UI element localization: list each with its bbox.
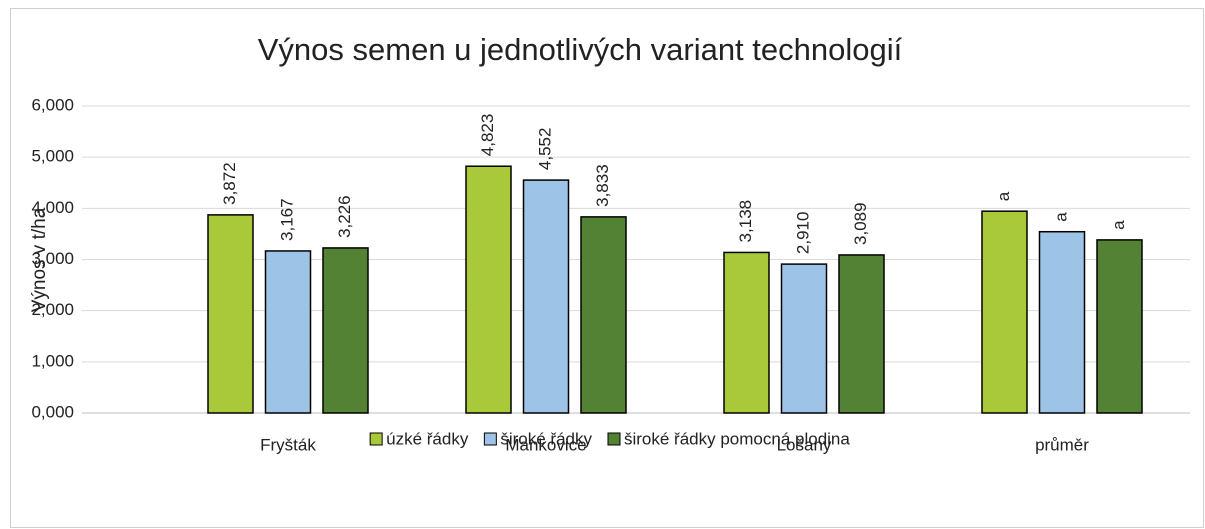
bar (981, 210, 1028, 414)
y-tick-label: 5,000 (31, 147, 74, 166)
data-label: a (1109, 220, 1128, 230)
data-label: 3,833 (593, 164, 612, 207)
y-tick-label: 3,000 (31, 249, 74, 268)
x-tick-label: Mankovice (505, 435, 586, 454)
data-label: a (1051, 212, 1070, 222)
legend-swatch (369, 432, 383, 446)
legend-label: úzké řádky (386, 429, 469, 448)
legend-swatch (607, 432, 621, 446)
chart-title: Výnos semen u jednotlivých variant techn… (258, 32, 903, 67)
x-tick-label: Lošany (777, 435, 832, 454)
y-axis-title: Výnos v t/ha (29, 207, 50, 312)
bar (322, 247, 369, 414)
data-label: 3,138 (736, 200, 755, 243)
data-label: 2,910 (793, 212, 812, 255)
bar (838, 254, 885, 414)
bar (780, 263, 828, 414)
legend-label: široké řádky (500, 429, 592, 448)
y-tick-label: 4,000 (31, 198, 74, 217)
bar (522, 179, 570, 414)
y-tick-label: 0,000 (31, 402, 74, 421)
bar (1038, 230, 1086, 414)
legend-label: široké řádky pomocná plodina (624, 429, 850, 448)
data-label: 3,226 (335, 195, 354, 238)
data-label: 4,552 (535, 128, 554, 171)
data-label: 3,089 (851, 202, 870, 245)
bar (1096, 239, 1143, 414)
data-label: a (994, 191, 1013, 201)
legend-swatch (483, 432, 497, 446)
y-tick-label: 2,000 (31, 300, 74, 319)
y-tick-label: 6,000 (31, 95, 74, 114)
bar (465, 165, 512, 414)
data-label: 3,872 (220, 162, 239, 205)
data-label: 4,823 (478, 114, 497, 157)
x-tick-label: průměr (1035, 435, 1089, 454)
bar (207, 214, 254, 414)
data-label: 3,167 (277, 198, 296, 241)
y-tick-label: 1,000 (31, 351, 74, 370)
x-tick-label: Fryšták (260, 435, 316, 454)
bar (723, 251, 770, 414)
bar (264, 250, 312, 414)
bar (580, 216, 627, 414)
